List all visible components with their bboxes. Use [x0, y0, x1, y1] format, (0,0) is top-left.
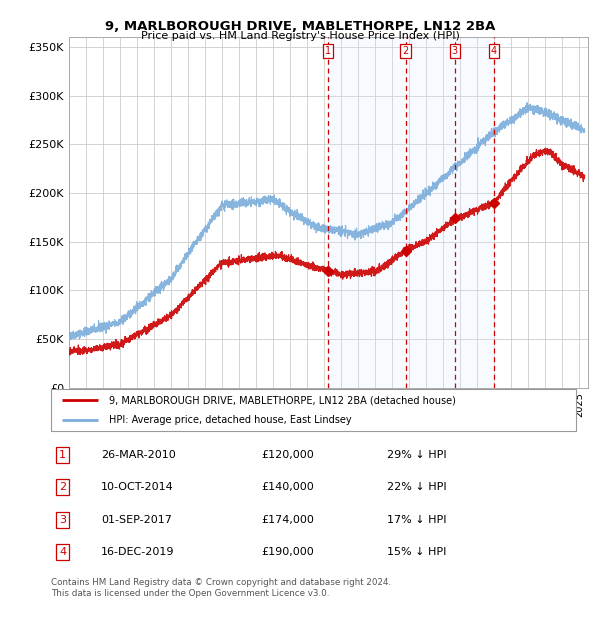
- Text: 1: 1: [59, 450, 66, 460]
- Text: 16-DEC-2019: 16-DEC-2019: [101, 547, 175, 557]
- Text: 4: 4: [491, 46, 497, 56]
- Text: 29% ↓ HPI: 29% ↓ HPI: [387, 450, 446, 460]
- Text: 22% ↓ HPI: 22% ↓ HPI: [387, 482, 446, 492]
- Text: 9, MARLBOROUGH DRIVE, MABLETHORPE, LN12 2BA: 9, MARLBOROUGH DRIVE, MABLETHORPE, LN12 …: [105, 20, 495, 33]
- Text: Price paid vs. HM Land Registry's House Price Index (HPI): Price paid vs. HM Land Registry's House …: [140, 31, 460, 41]
- Text: £120,000: £120,000: [261, 450, 314, 460]
- Text: 15% ↓ HPI: 15% ↓ HPI: [387, 547, 446, 557]
- Text: 3: 3: [452, 46, 458, 56]
- Text: £174,000: £174,000: [261, 515, 314, 525]
- Text: £140,000: £140,000: [261, 482, 314, 492]
- Text: 01-SEP-2017: 01-SEP-2017: [101, 515, 172, 525]
- Text: 1: 1: [325, 46, 331, 56]
- Text: Contains HM Land Registry data © Crown copyright and database right 2024.: Contains HM Land Registry data © Crown c…: [51, 578, 391, 587]
- Text: 3: 3: [59, 515, 66, 525]
- Text: 26-MAR-2010: 26-MAR-2010: [101, 450, 176, 460]
- Text: 9, MARLBOROUGH DRIVE, MABLETHORPE, LN12 2BA (detached house): 9, MARLBOROUGH DRIVE, MABLETHORPE, LN12 …: [109, 395, 455, 405]
- Text: 4: 4: [59, 547, 66, 557]
- Text: 10-OCT-2014: 10-OCT-2014: [101, 482, 173, 492]
- Text: 2: 2: [59, 482, 66, 492]
- FancyBboxPatch shape: [51, 389, 576, 431]
- Text: HPI: Average price, detached house, East Lindsey: HPI: Average price, detached house, East…: [109, 415, 352, 425]
- Bar: [328, 37, 494, 387]
- Text: 2: 2: [403, 46, 409, 56]
- Text: 17% ↓ HPI: 17% ↓ HPI: [387, 515, 446, 525]
- Text: This data is licensed under the Open Government Licence v3.0.: This data is licensed under the Open Gov…: [51, 589, 329, 598]
- Text: £190,000: £190,000: [261, 547, 314, 557]
